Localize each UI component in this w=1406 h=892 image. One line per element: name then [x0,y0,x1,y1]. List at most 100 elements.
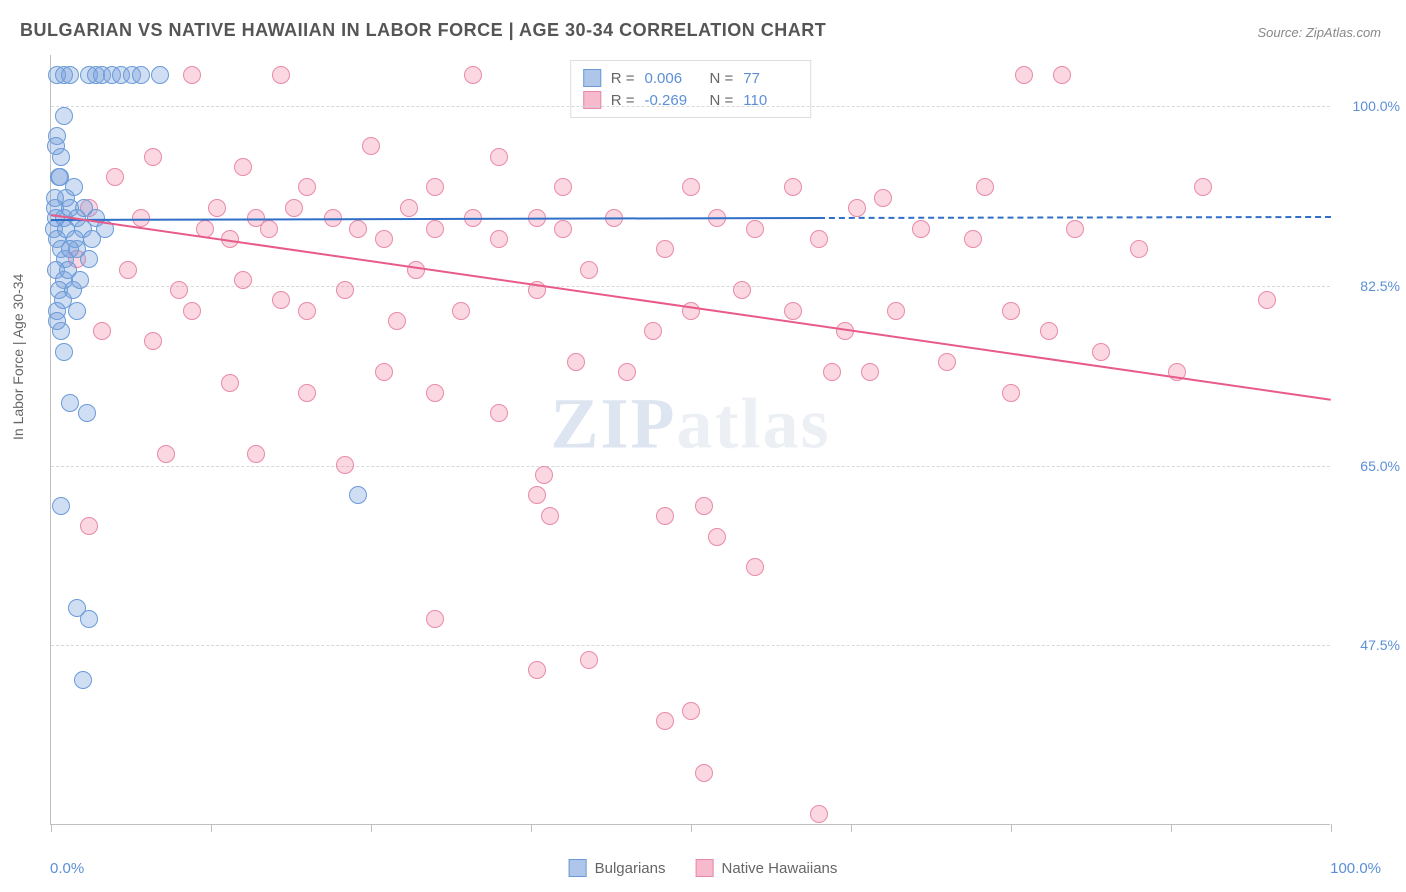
watermark-zip: ZIP [550,384,676,464]
scatter-point [183,302,201,320]
scatter-point [375,363,393,381]
scatter-point [132,66,150,84]
scatter-point [234,158,252,176]
scatter-point [285,199,303,217]
scatter-point [490,404,508,422]
scatter-point [535,466,553,484]
scatter-point [823,363,841,381]
x-tick [51,824,52,832]
scatter-point [1053,66,1071,84]
scatter-point [144,332,162,350]
scatter-point [55,343,73,361]
scatter-point [234,271,252,289]
scatter-point [874,189,892,207]
scatter-point [151,66,169,84]
scatter-point [298,302,316,320]
legend-row-bulgarians: R = 0.006 N = 77 [583,67,799,89]
scatter-point [400,199,418,217]
legend-item-hawaiians: Native Hawaiians [696,859,838,877]
scatter-point [695,764,713,782]
scatter-point [68,302,86,320]
scatter-point [48,312,66,330]
scatter-point [490,230,508,248]
scatter-point [170,281,188,299]
scatter-point [861,363,879,381]
scatter-point [349,486,367,504]
y-tick-label: 82.5% [1340,278,1400,294]
scatter-point [733,281,751,299]
scatter-point [208,199,226,217]
scatter-point [1002,384,1020,402]
x-tick [1011,824,1012,832]
scatter-point [528,661,546,679]
scatter-point [426,178,444,196]
scatter-point [74,671,92,689]
legend-item-bulgarians: Bulgarians [569,859,666,877]
scatter-point [554,220,572,238]
scatter-point [1066,220,1084,238]
scatter-point [298,384,316,402]
scatter-point [93,322,111,340]
scatter-point [157,445,175,463]
scatter-point [375,230,393,248]
chart-title: BULGARIAN VS NATIVE HAWAIIAN IN LABOR FO… [20,20,826,41]
scatter-point [298,178,316,196]
gridline [51,466,1330,467]
chart-source: Source: ZipAtlas.com [1257,25,1381,40]
scatter-point [61,394,79,412]
scatter-point [80,250,98,268]
scatter-point [247,445,265,463]
scatter-point [1194,178,1212,196]
legend-r-label: R = [611,70,635,87]
scatter-point [618,363,636,381]
plot-area: ZIPatlas R = 0.006 N = 77 R = -0.269 N =… [50,55,1330,825]
y-axis-label: In Labor Force | Age 30-34 [10,274,26,440]
y-tick-label: 100.0% [1340,98,1400,114]
scatter-point [644,322,662,340]
scatter-point [106,168,124,186]
scatter-point [71,271,89,289]
scatter-point [580,651,598,669]
y-tick-label: 65.0% [1340,458,1400,474]
legend-r-value-bulgarians: 0.006 [645,70,700,87]
scatter-point [682,302,700,320]
scatter-point [695,497,713,515]
scatter-point [260,220,278,238]
legend-n-label: N = [710,70,734,87]
watermark-atlas: atlas [677,384,831,464]
scatter-point [938,353,956,371]
scatter-point [784,178,802,196]
scatter-point [80,517,98,535]
legend-label: Native Hawaiians [722,860,838,877]
scatter-point [61,240,79,258]
scatter-point [272,66,290,84]
watermark: ZIPatlas [550,383,830,466]
scatter-point [567,353,585,371]
x-tick [1331,824,1332,832]
scatter-point [426,610,444,628]
scatter-point [78,404,96,422]
scatter-point [426,384,444,402]
scatter-point [490,148,508,166]
scatter-point [388,312,406,330]
y-tick-label: 47.5% [1340,637,1400,653]
scatter-point [541,507,559,525]
correlation-legend: R = 0.006 N = 77 R = -0.269 N = 110 [570,60,812,118]
scatter-point [1002,302,1020,320]
scatter-point [976,178,994,196]
scatter-point [61,66,79,84]
series-legend: Bulgarians Native Hawaiians [569,859,838,877]
scatter-point [362,137,380,155]
x-tick [371,824,372,832]
scatter-point [746,220,764,238]
legend-n-value-bulgarians: 77 [743,70,798,87]
scatter-point [1258,291,1276,309]
scatter-point [964,230,982,248]
scatter-point [47,137,65,155]
legend-row-hawaiians: R = -0.269 N = 110 [583,89,799,111]
x-tick [531,824,532,832]
gridline [51,106,1330,107]
scatter-point [656,240,674,258]
scatter-point [848,199,866,217]
scatter-point [708,528,726,546]
